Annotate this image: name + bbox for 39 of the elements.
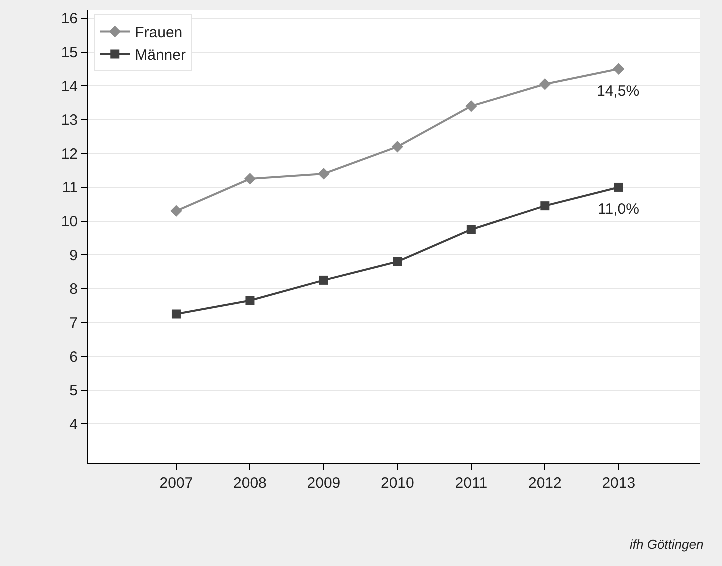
point [392,141,404,153]
point [172,310,181,319]
point [540,202,550,211]
point [614,182,624,192]
x-tick-label: 2010 [381,475,414,492]
y-tick-label: 10 [61,214,78,231]
text: ifh Göttingen [630,537,704,552]
y-tick-label: 15 [61,44,78,62]
point [319,276,328,285]
x-tick-label: 2009 [307,475,341,492]
y-tick-label: 13 [61,112,78,130]
y-tick-label: 5 [70,382,78,400]
x-tick-label: 2012 [528,475,562,492]
point [539,78,552,90]
x-tick-label: 2007 [160,475,194,492]
annotation: 11,0% [598,201,640,218]
annotation: 14,5% [597,83,640,100]
y-tick-label: 12 [61,146,78,163]
y-tick-label: 4 [70,416,78,434]
point [613,63,625,76]
point [466,225,476,234]
y-tick-label: 8 [70,281,78,298]
x-tick-label: 2013 [602,475,636,492]
point [170,205,182,217]
y-tick-label: 11 [62,180,78,197]
point [244,173,256,185]
point [246,296,255,306]
y-tick-label: 9 [70,247,78,264]
point [393,257,402,266]
y-tick-label: 16 [61,10,78,28]
y-tick-label: 7 [70,314,78,332]
y-tick-label: 6 [70,348,78,366]
point [466,100,478,112]
legend-label: Frauen [135,24,183,42]
x-tick-label: 2011 [455,475,488,492]
y-tick-label: 14 [61,78,78,96]
legend-label: Männer [135,47,186,64]
x-tick-label: 2008 [234,475,267,492]
point [318,168,330,180]
